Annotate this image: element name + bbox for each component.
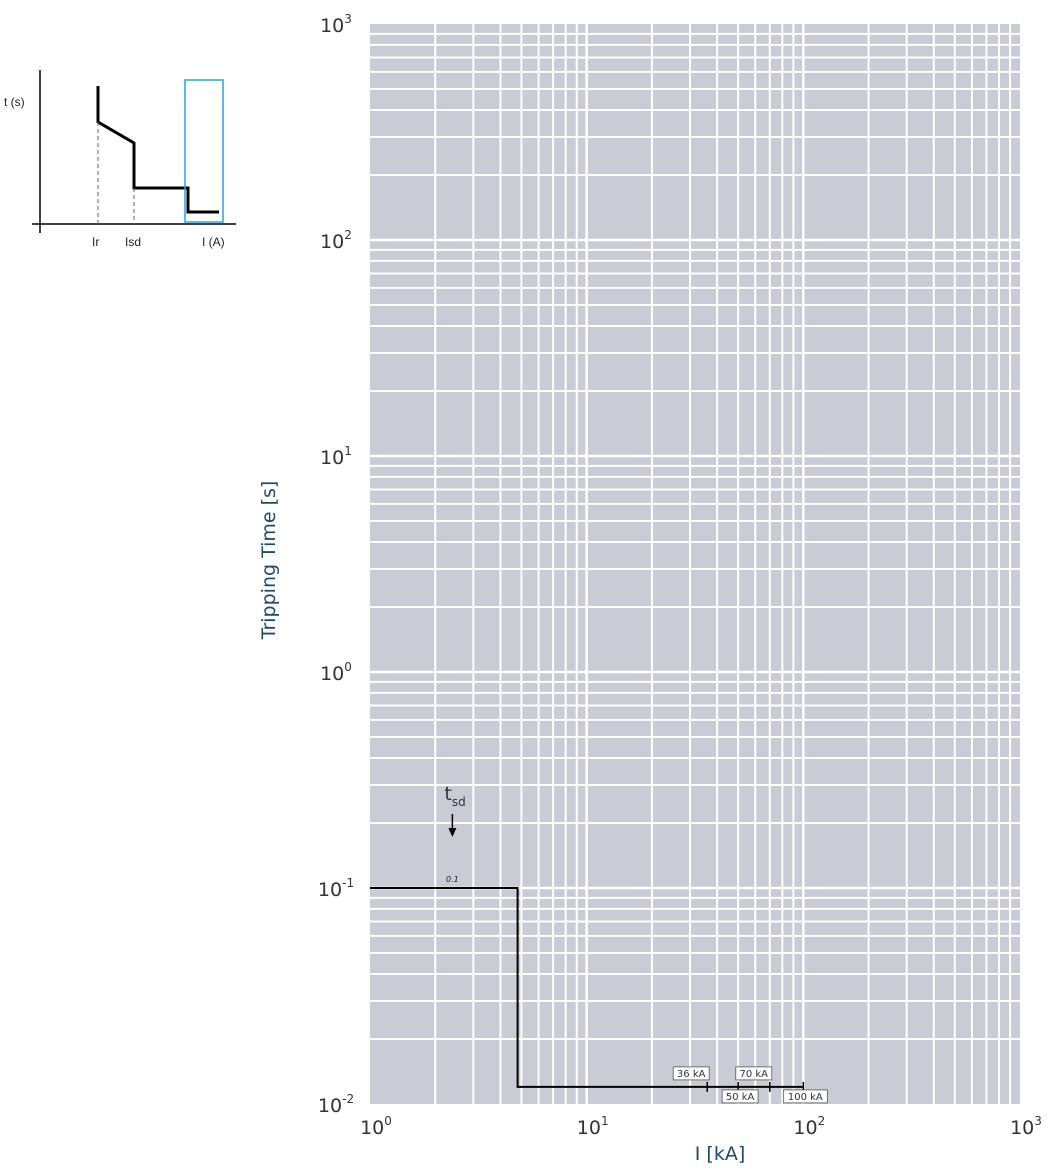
x-tick-labels: 100 101 102 103 xyxy=(360,1114,1042,1139)
x-axis-label: I [kA] xyxy=(695,1143,745,1165)
inset-diagram: t (s) Ir Isd I (A) xyxy=(4,70,236,249)
x-tick-label: 101 xyxy=(577,1114,609,1139)
capacity-label-box xyxy=(782,1089,828,1104)
y-tick-label: 100 xyxy=(320,660,352,685)
series-group xyxy=(370,887,804,1088)
inset-y-label: t (s) xyxy=(4,95,25,109)
y-axis-label: Tripping Time [s] xyxy=(258,481,280,641)
x-tick-label: 100 xyxy=(360,1114,392,1139)
capacity-label: 70 kA xyxy=(739,1069,768,1080)
inset-curve xyxy=(96,86,219,214)
y-tick-label: 10-1 xyxy=(318,876,354,901)
capacity-label: 100 kA xyxy=(788,1092,823,1103)
plot-area xyxy=(370,24,1020,1104)
x-tick-label: 103 xyxy=(1010,1114,1042,1139)
capacity-label: 50 kA xyxy=(726,1092,755,1103)
capacity-label-box xyxy=(672,1066,710,1081)
y-tick-label: 102 xyxy=(320,228,352,253)
y-tick-label: 103 xyxy=(320,12,352,37)
capacity-label-box xyxy=(735,1066,773,1081)
tsd-value-label: 0.1 xyxy=(446,875,459,884)
capacity-label: 36 kA xyxy=(677,1069,706,1080)
inset-label-isd: Isd xyxy=(125,235,141,249)
x-tick-label: 102 xyxy=(793,1114,825,1139)
y-tick-labels: 10-2 10-1 100 101 102 103 xyxy=(318,12,354,1117)
y-tick-label: 101 xyxy=(320,444,352,469)
tsd-arrow-head xyxy=(448,828,457,837)
annotations-group: tsd 0.1 36 kA 50 kA 70 kA 100 kA xyxy=(444,783,828,1104)
inset-label-ir: Ir xyxy=(92,235,99,249)
inset-highlight-box xyxy=(184,79,224,223)
y-tick-label: 10-2 xyxy=(318,1092,354,1117)
capacity-label-box xyxy=(721,1089,759,1104)
tsd-label: tsd xyxy=(444,783,465,809)
inset-label-current: I (A) xyxy=(202,235,225,249)
series-line xyxy=(370,887,804,1088)
